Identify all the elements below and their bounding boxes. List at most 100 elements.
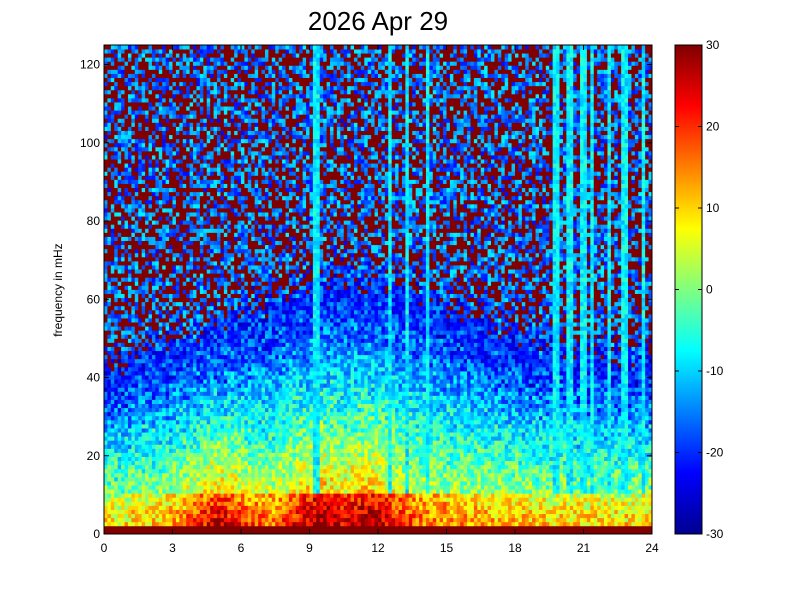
heatmap-cell	[110, 326, 115, 331]
heatmap-cell	[141, 513, 146, 519]
heatmap-cell	[237, 468, 242, 474]
heatmap-cell	[210, 423, 214, 429]
heatmap-cell	[141, 326, 146, 331]
heatmap-cell	[114, 159, 119, 164]
heatmap-cell	[217, 505, 221, 510]
heatmap-cell	[220, 183, 225, 189]
heatmap-cell	[162, 232, 167, 237]
heatmap-cell	[196, 146, 201, 152]
heatmap-cell	[155, 509, 160, 515]
heatmap-cell	[138, 134, 143, 140]
heatmap-cell	[148, 505, 153, 510]
heatmap-cell	[134, 432, 139, 437]
heatmap-cell	[234, 163, 238, 168]
heatmap-cell	[151, 411, 156, 417]
heatmap-cell	[210, 248, 214, 254]
heatmap-cell	[206, 366, 211, 372]
heatmap-cell	[223, 338, 228, 343]
heatmap-cell	[148, 203, 153, 209]
heatmap-cell	[127, 265, 132, 270]
heatmap-cell	[148, 285, 153, 290]
heatmap-cell	[230, 472, 235, 478]
heatmap-cell	[145, 379, 149, 384]
heatmap-cell	[165, 326, 170, 331]
heatmap-cell	[172, 411, 177, 417]
heatmap-cell	[172, 436, 177, 441]
heatmap-cell	[131, 175, 136, 180]
heatmap-cell	[210, 391, 214, 396]
heatmap-cell	[241, 472, 245, 478]
heatmap-cell	[165, 93, 170, 99]
heatmap-cell	[121, 203, 125, 209]
heatmap-cell	[241, 45, 245, 50]
heatmap-cell	[107, 301, 112, 307]
heatmap-cell	[186, 464, 191, 470]
heatmap-cell	[237, 187, 242, 193]
heatmap-cell	[145, 93, 149, 99]
heatmap-cell	[138, 110, 143, 115]
heatmap-cell	[175, 485, 180, 490]
heatmap-cell	[162, 106, 167, 111]
heatmap-cell	[172, 448, 177, 453]
heatmap-cell	[196, 342, 201, 347]
heatmap-cell	[203, 65, 208, 70]
heatmap-cell	[206, 354, 211, 360]
heatmap-cell	[217, 460, 221, 466]
heatmap-cell	[244, 326, 249, 331]
heatmap-cell	[189, 269, 194, 274]
heatmap-cell	[110, 391, 115, 396]
heatmap-cell	[227, 187, 232, 193]
heatmap-cell	[182, 195, 187, 201]
heatmap-cell	[162, 256, 167, 262]
heatmap-cell	[131, 53, 136, 58]
heatmap-cell	[124, 269, 129, 274]
heatmap-cell	[121, 464, 125, 470]
heatmap-cell	[141, 187, 146, 193]
heatmap-cell	[196, 301, 201, 307]
heatmap-cell	[193, 472, 197, 478]
heatmap-cell	[206, 521, 211, 527]
heatmap-cell	[210, 289, 214, 294]
heatmap-cell	[169, 293, 173, 299]
heatmap-cell	[199, 387, 204, 392]
heatmap-cell	[223, 501, 228, 506]
heatmap-cell	[124, 118, 129, 123]
heatmap-cell	[193, 366, 197, 372]
heatmap-cell	[203, 415, 208, 421]
heatmap-cell	[127, 228, 132, 233]
heatmap-cell	[227, 448, 232, 453]
heatmap-cell	[148, 476, 153, 482]
heatmap-cell	[148, 517, 153, 523]
heatmap-cell	[127, 322, 132, 327]
heatmap-cell	[220, 232, 225, 237]
heatmap-cell	[169, 513, 173, 519]
heatmap-cell	[148, 138, 153, 144]
heatmap-cell	[234, 175, 238, 180]
heatmap-cell	[141, 89, 146, 95]
heatmap-cell	[189, 464, 194, 470]
heatmap-cell	[158, 448, 163, 453]
heatmap-cell	[121, 289, 125, 294]
heatmap-cell	[114, 224, 119, 229]
heatmap-cell	[121, 199, 125, 205]
heatmap-cell	[104, 265, 108, 270]
heatmap-cell	[117, 456, 122, 462]
heatmap-cell	[244, 252, 249, 258]
heatmap-cell	[155, 65, 160, 70]
heatmap-cell	[141, 122, 146, 127]
heatmap-cell	[213, 362, 218, 368]
heatmap-cell	[189, 395, 194, 400]
heatmap-cell	[141, 65, 146, 70]
heatmap-cell	[172, 399, 177, 404]
heatmap-cell	[110, 265, 115, 270]
heatmap-cell	[227, 371, 232, 376]
heatmap-cell	[227, 322, 232, 327]
heatmap-cell	[206, 452, 211, 457]
heatmap-cell	[223, 313, 228, 319]
heatmap-cell	[220, 138, 225, 144]
heatmap-cell	[165, 489, 170, 494]
heatmap-cell	[172, 195, 177, 201]
heatmap-cell	[189, 252, 194, 258]
heatmap-cell	[189, 489, 194, 494]
heatmap-cell	[155, 102, 160, 107]
